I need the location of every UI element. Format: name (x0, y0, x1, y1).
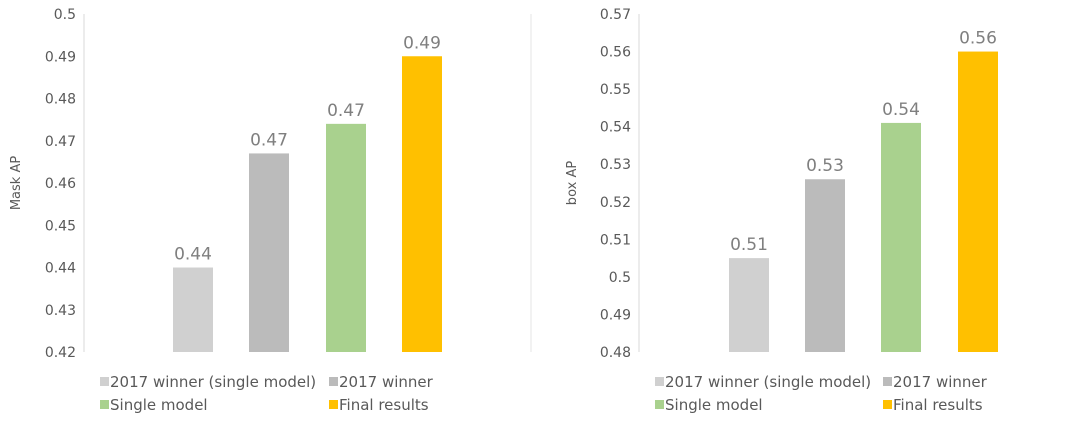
bar (958, 51, 998, 353)
legend-label: Single model (665, 396, 763, 414)
y-tick-label: 0.48 (600, 345, 631, 361)
legend-label: Final results (893, 396, 983, 414)
bar (729, 258, 769, 352)
data-label: 0.56 (959, 29, 997, 49)
legend-label: 2017 winner (single model) (110, 373, 316, 391)
bar (173, 267, 213, 352)
y-tick-label: 0.5 (609, 270, 631, 286)
data-label: 0.47 (327, 101, 365, 121)
y-tick-label: 0.55 (600, 82, 631, 98)
bar (881, 122, 921, 353)
data-label: 0.49 (403, 33, 441, 53)
y-tick-label: 0.49 (600, 307, 631, 323)
bar (249, 153, 289, 352)
y-axis-title: box AP (565, 161, 580, 206)
y-tick-label: 0.48 (45, 92, 76, 108)
data-label: 0.47 (250, 130, 288, 150)
legend-label: Single model (110, 396, 208, 414)
y-tick-label: 0.47 (45, 134, 76, 150)
y-tick-label: 0.42 (45, 345, 76, 361)
bar (402, 56, 442, 352)
legend-swatch (883, 377, 892, 386)
y-tick-label: 0.51 (600, 232, 631, 248)
y-axis-title: Mask AP (9, 156, 24, 211)
data-label: 0.54 (882, 100, 920, 120)
legend-swatch (655, 377, 664, 386)
legend-label: Final results (339, 396, 429, 414)
bar (805, 179, 845, 352)
y-tick-label: 0.45 (45, 218, 76, 234)
legend-swatch (655, 400, 664, 409)
data-label: 0.53 (806, 156, 844, 176)
legend-swatch (100, 377, 109, 386)
legend-label: 2017 winner (single model) (665, 373, 871, 391)
legend-label: 2017 winner (893, 373, 988, 391)
legend-swatch (329, 400, 338, 409)
y-tick-label: 0.44 (45, 261, 76, 277)
legend-swatch (329, 377, 338, 386)
legend-swatch (100, 400, 109, 409)
bar (326, 123, 366, 352)
data-label: 0.51 (730, 235, 768, 255)
y-tick-label: 0.54 (600, 120, 631, 136)
y-tick-label: 0.5 (54, 7, 76, 23)
y-tick-label: 0.49 (45, 49, 76, 65)
y-tick-label: 0.52 (600, 195, 631, 211)
y-tick-label: 0.57 (600, 7, 631, 23)
legend-label: 2017 winner (339, 373, 434, 391)
y-tick-label: 0.46 (45, 176, 76, 192)
y-tick-label: 0.43 (45, 303, 76, 319)
data-label: 0.44 (174, 245, 212, 265)
y-tick-label: 0.53 (600, 157, 631, 173)
y-tick-label: 0.56 (600, 45, 631, 61)
legend-swatch (883, 400, 892, 409)
